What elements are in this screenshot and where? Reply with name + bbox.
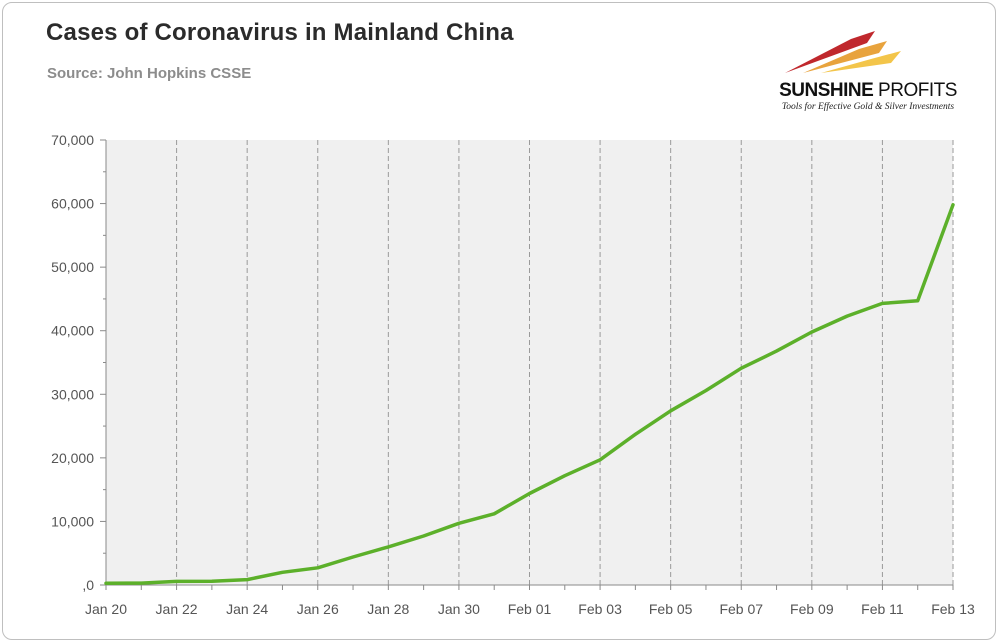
x-tick-label: Jan 30: [438, 601, 480, 617]
x-tick-label: Feb 07: [719, 601, 763, 617]
x-tick-label: Jan 26: [297, 601, 339, 617]
y-tick-label: 70,000: [51, 132, 94, 148]
x-tick-label: Feb 11: [861, 601, 904, 617]
logo-brand-bold: SUNSHINE: [779, 80, 874, 101]
y-tick-label: 10,000: [51, 513, 94, 529]
chart-subtitle: Source: John Hopkins CSSE: [47, 65, 252, 82]
y-tick-label: 60,000: [51, 196, 94, 212]
x-tick-label: Feb 01: [508, 601, 552, 617]
y-tick-label: 40,000: [51, 323, 94, 339]
x-tick-label: Feb 09: [790, 601, 834, 617]
y-tick-label: 20,000: [51, 450, 94, 466]
y-tick-label: 30,000: [51, 386, 94, 402]
x-tick-label: Jan 22: [156, 601, 198, 617]
x-tick-label: Jan 28: [367, 601, 409, 617]
series-line: [104, 203, 955, 585]
y-tick-label: 50,000: [51, 259, 94, 275]
logo-brand: SUNSHINE PROFITS: [763, 80, 973, 102]
sunshine-profits-logo: SUNSHINE PROFITS Tools for Effective Gol…: [763, 21, 973, 121]
x-tick-label: Feb 05: [649, 601, 693, 617]
y-tick-label: ,0: [82, 577, 94, 593]
logo-brand-light: PROFITS: [873, 80, 957, 101]
line-chart: ,0 10,000 20,000 30,000 40,000 50,000 60,000 70…: [51, 132, 975, 617]
logo-tagline: Tools for Effective Gold & Silver Invest…: [781, 102, 955, 112]
chart-title: Cases of Coronavirus in Mainland China: [46, 19, 514, 46]
x-tick-label: Jan 24: [226, 601, 268, 617]
logo-swoosh-icon: [785, 31, 901, 73]
x-tick-label: Feb 03: [578, 601, 622, 617]
x-tick-label: Jan 20: [85, 601, 127, 617]
x-tick-label: Feb 13: [931, 601, 975, 617]
